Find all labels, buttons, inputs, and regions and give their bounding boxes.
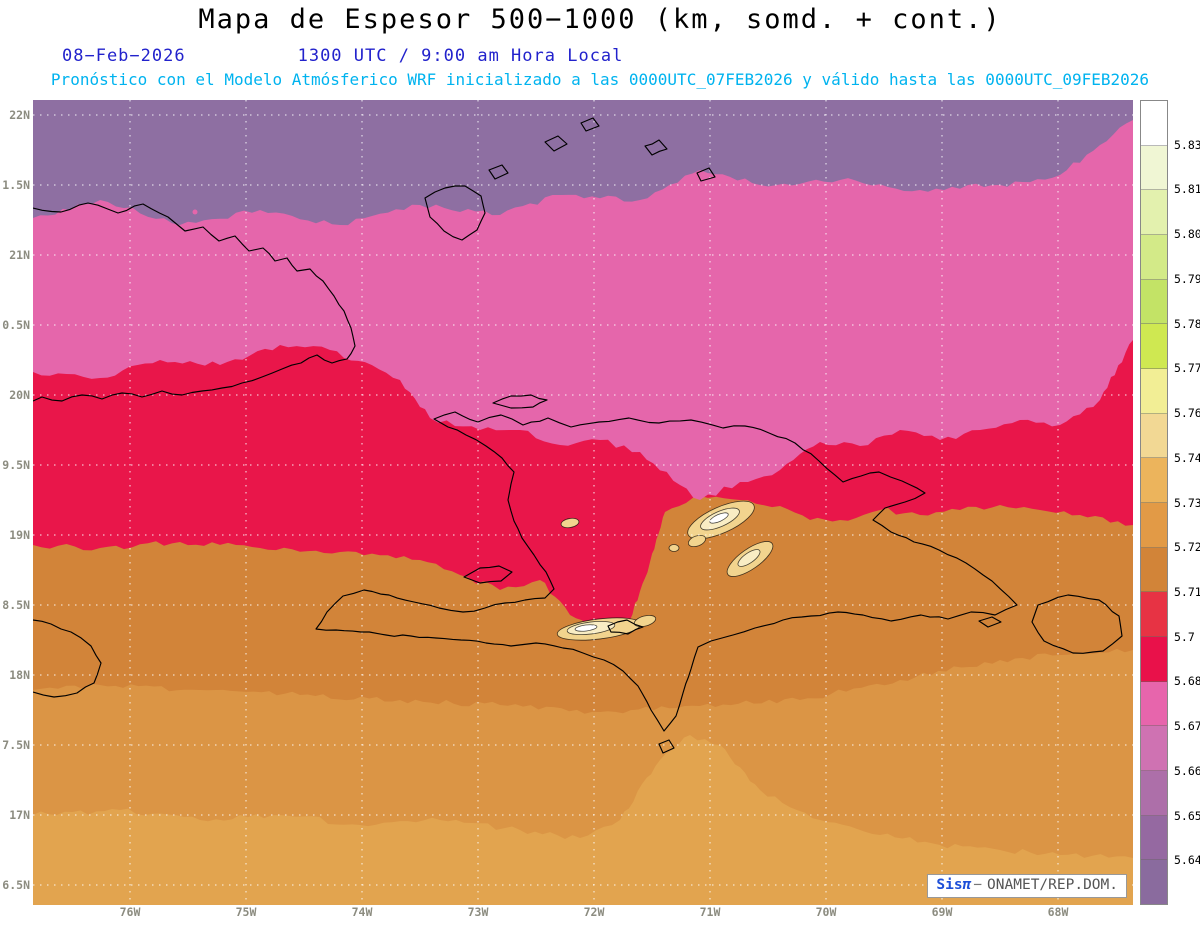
colorbar-cell	[1141, 860, 1167, 905]
colorbar-tick-label: 5.772	[1174, 361, 1200, 376]
credit-org: ONAMET/REP.DOM.	[987, 877, 1118, 894]
coastline-jamaica	[33, 619, 102, 698]
terrain-contour-spot	[560, 517, 580, 529]
colorbar-tick-label: 5.795	[1174, 271, 1200, 286]
coastline-beata	[658, 739, 675, 754]
lon-tick-label: 68W	[1047, 905, 1069, 919]
colorbar-tick-label: 5.76	[1174, 406, 1200, 421]
lon-tick-label: 75W	[235, 905, 257, 919]
colorbar-tick-label: 5.664	[1174, 763, 1200, 778]
lon-tick-label: 76W	[119, 905, 141, 919]
pi-glyph: π	[962, 877, 972, 894]
colorbar: 5.831 5.819 5.807 5.795 5.783 5.772 5.76 5.748 5…	[1140, 100, 1200, 905]
colorbar-cell	[1141, 771, 1167, 816]
terrain-contour-spot	[709, 512, 729, 524]
coastline-cuba	[33, 202, 356, 402]
colorbar-tick-label: 5.676	[1174, 719, 1200, 734]
colorbar-cell	[1141, 458, 1167, 504]
credit-box: Sisπ − ONAMET/REP.DOM.	[927, 874, 1127, 898]
coastline-turks-1	[544, 135, 568, 152]
lat-tick-label: 6.5N	[2, 878, 30, 892]
datetime-line: 08−Feb−2026 1300 UTC / 9:00 am Hora Loca…	[62, 46, 623, 66]
terrain-contour-spot	[687, 534, 707, 548]
colorbar-cell	[1141, 547, 1167, 593]
lon-tick-label: 74W	[351, 905, 373, 919]
lat-tick-label: 8.5N	[2, 598, 30, 612]
sispi-prefix: Sis	[936, 877, 963, 894]
colorbar-cell	[1141, 637, 1167, 682]
colorbar-tick-label: 5.688	[1174, 674, 1200, 689]
colorbar-tick-label: 5.831	[1174, 137, 1200, 152]
date-label: 08−Feb−2026	[62, 46, 186, 66]
coastline-lake-enriquillo	[607, 619, 644, 635]
colorbar-cell	[1141, 101, 1167, 146]
coastline-tortuga	[492, 394, 548, 409]
colorbar-cell	[1141, 726, 1167, 772]
colorbar-cell	[1141, 592, 1167, 638]
colorbar-tick-label: 5.652	[1174, 808, 1200, 823]
lat-tick-label: 1.5N	[2, 178, 30, 192]
colorbar-cell	[1141, 413, 1167, 459]
colorbar-cell	[1141, 681, 1167, 727]
coastline-turks-3	[644, 139, 668, 156]
thickness-contour-map	[33, 100, 1133, 905]
colorbar-tick-label: 5.7	[1174, 629, 1195, 644]
lat-tick-label: 9.5N	[2, 458, 30, 472]
lat-tick-label: 18N	[9, 668, 30, 682]
colorbar-tick-label: 5.748	[1174, 450, 1200, 465]
valid-time-label: 1300 UTC / 9:00 am Hora Local	[297, 46, 624, 66]
coastline-saona	[978, 616, 1002, 628]
lon-tick-label: 70W	[815, 905, 837, 919]
colorbar-tick-label: 5.712	[1174, 584, 1200, 599]
coastline-hispaniola	[315, 411, 1018, 732]
colorbar-cell	[1141, 190, 1167, 236]
lon-tick-label: 69W	[931, 905, 953, 919]
lat-tick-label: 20N	[9, 388, 30, 402]
colorbar-tick-label: 5.64	[1174, 853, 1200, 868]
contour-speck	[263, 391, 267, 395]
terrain-contour-spot	[574, 624, 598, 632]
colorbar-cell	[1141, 369, 1167, 414]
colorbar-cell	[1141, 145, 1167, 191]
lon-tick-label: 73W	[467, 905, 489, 919]
contour-speck	[192, 209, 198, 215]
sispi-logo: Sisπ	[936, 877, 971, 893]
colorbar-tick-label: 5.783	[1174, 316, 1200, 331]
colorbar-cell	[1141, 279, 1167, 325]
contour-speck	[257, 323, 261, 327]
lat-tick-label: 0.5N	[2, 318, 30, 332]
colorbar-tick-label: 5.736	[1174, 495, 1200, 510]
coastline-great-inagua	[424, 185, 486, 241]
colorbar-cell	[1141, 503, 1167, 548]
terrain-contour-spot	[737, 549, 761, 567]
contour-speck	[227, 386, 233, 392]
lat-tick-label: 7.5N	[2, 738, 30, 752]
colorbar-cells	[1140, 100, 1168, 905]
lon-tick-label: 72W	[583, 905, 605, 919]
coastline-turks-4	[696, 167, 716, 182]
coastline-gonave	[463, 565, 513, 584]
coastline-turks-2	[580, 117, 600, 132]
lat-tick-label: 19N	[9, 528, 30, 542]
credit-dash: −	[973, 877, 983, 894]
colorbar-cell	[1141, 235, 1167, 280]
coastline-puerto-rico	[1031, 594, 1123, 654]
forecast-model-line: Pronóstico con el Modelo Atmósferico WRF…	[50, 70, 1150, 89]
map-canvas: Sisπ − ONAMET/REP.DOM.	[33, 100, 1133, 905]
coastline-little-inagua	[488, 164, 509, 180]
colorbar-tick-label: 5.807	[1174, 227, 1200, 242]
lat-tick-label: 17N	[9, 808, 30, 822]
lon-tick-label: 71W	[699, 905, 721, 919]
thickness-band	[33, 100, 1133, 226]
lat-tick-label: 21N	[9, 248, 30, 262]
colorbar-tick-label: 5.724	[1174, 540, 1200, 555]
colorbar-cell	[1141, 815, 1167, 861]
colorbar-tick-label: 5.819	[1174, 182, 1200, 197]
lat-tick-label: 22N	[9, 108, 30, 122]
terrain-contour-spot	[668, 544, 680, 552]
page-title: Mapa de Espesor 500−1000 (km, somd. + co…	[198, 4, 1002, 35]
colorbar-cell	[1141, 324, 1167, 370]
